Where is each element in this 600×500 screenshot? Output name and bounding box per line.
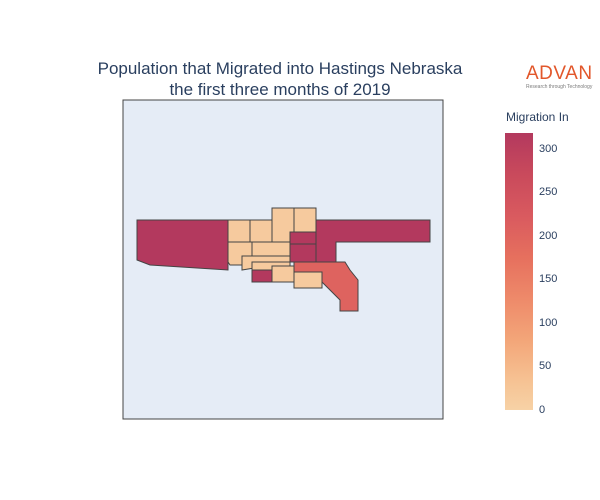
region-south-strip[interactable] [251,269,273,283]
colorbar-tick: 50 [539,360,552,373]
region-west-tract[interactable] [136,219,229,271]
logo-tagline: Research through Technology [526,84,593,90]
colorbar-tick: 300 [539,142,558,155]
region-center-high-a[interactable] [289,231,317,245]
region-center-south-c[interactable] [271,265,295,283]
colorbar-tick: 0 [539,404,546,416]
region-center-high-b[interactable] [289,243,317,263]
region-central-west-a[interactable] [227,219,251,243]
colorbar-tick: 150 [539,273,558,286]
advan-logo: ADVAN Research through Technology [526,64,596,91]
chart-title-line-2: the first three months of 2019 [169,80,391,99]
logo-name: ADVAN [526,63,593,84]
colorbar-tick: 250 [539,186,558,199]
region-south-small[interactable] [293,271,323,289]
colorbar-tick: 100 [539,316,558,329]
region-central-west-b[interactable] [249,219,273,243]
chart-title: Population that Migrated into Hastings N… [40,58,520,100]
colorbar-gradient [505,133,533,410]
chart-title-line-1: Population that Migrated into Hastings N… [97,59,463,78]
region-north-c[interactable] [251,241,291,257]
region-north-b[interactable] [293,207,317,233]
colorbar-title: Migration In [506,110,569,124]
colorbar-tick: 200 [539,229,558,242]
